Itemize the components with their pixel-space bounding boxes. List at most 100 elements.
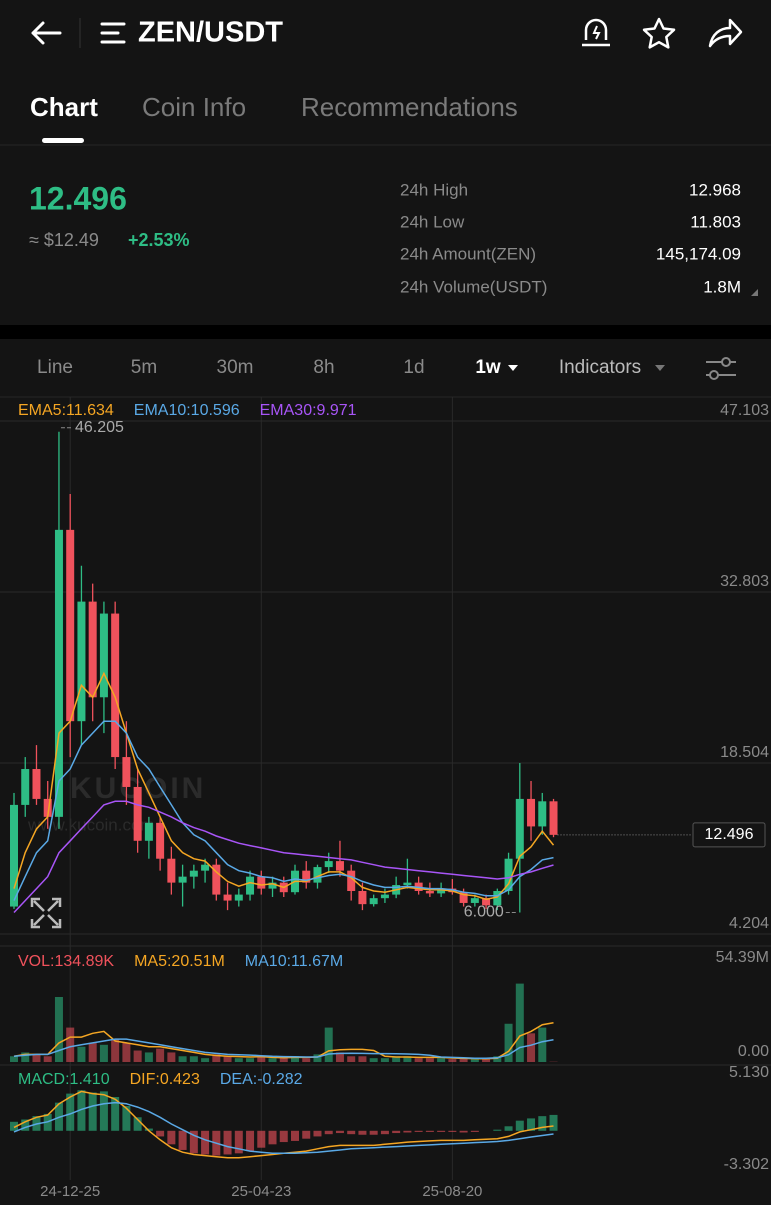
candle-body — [257, 877, 265, 889]
volume-bar — [179, 1056, 187, 1062]
candle-body — [134, 787, 142, 841]
change: +2.53% — [128, 230, 190, 250]
macd-bar — [280, 1131, 288, 1142]
y-tick-label: -3.302 — [724, 1156, 769, 1173]
volume-bar — [111, 1039, 119, 1062]
candle-body — [516, 799, 524, 859]
candle-body — [538, 801, 546, 826]
last-price: 12.496 — [29, 180, 127, 216]
macd-bar — [493, 1130, 501, 1131]
low-label: 6.000 — [464, 904, 504, 921]
macd-bar — [201, 1131, 209, 1155]
candle-body — [77, 602, 85, 722]
macd-bar — [516, 1121, 524, 1131]
candle-body — [179, 877, 187, 883]
legend-entry: EMA10:10.596 — [134, 402, 240, 419]
timeframe-selected[interactable]: 1w — [475, 357, 501, 378]
y-tick-label: 4.204 — [729, 915, 769, 932]
volume-bar — [44, 1056, 52, 1062]
y-tick-label: 54.39M — [716, 949, 769, 966]
macd-bar — [257, 1131, 265, 1148]
timeframe[interactable]: 1d — [403, 357, 424, 378]
candle-body — [224, 895, 232, 901]
macd-bar — [336, 1131, 344, 1133]
volume-bar — [381, 1058, 389, 1062]
timeframe[interactable]: Line — [37, 357, 73, 378]
volume-bar — [347, 1056, 355, 1062]
candle-body — [381, 895, 389, 899]
candle-body — [10, 805, 18, 907]
high-label: 46.205 — [75, 419, 124, 436]
tab[interactable]: Chart — [30, 92, 98, 122]
indicators-button[interactable]: Indicators — [559, 357, 641, 378]
volume-bar — [32, 1054, 40, 1062]
candle-body — [156, 823, 164, 859]
macd-bar — [89, 1092, 97, 1130]
timeframe[interactable]: 8h — [313, 357, 334, 378]
candle-body — [100, 614, 108, 698]
y-tick-label: 5.130 — [729, 1064, 769, 1081]
volume-bar — [302, 1058, 310, 1062]
candle-body — [122, 757, 130, 787]
volume-bar — [415, 1058, 423, 1062]
volume-bar — [134, 1051, 142, 1062]
legend-entry: MACD:1.410 — [18, 1071, 110, 1088]
volume-bar — [156, 1049, 164, 1062]
macd-bar — [156, 1131, 164, 1137]
volume-bar — [527, 1033, 535, 1062]
candle-body — [426, 891, 434, 893]
candle-body — [21, 769, 29, 805]
macd-bar — [381, 1131, 389, 1134]
macd-bar — [460, 1131, 468, 1133]
legend-entry: DIF:0.423 — [130, 1071, 200, 1088]
macd-bar — [426, 1131, 434, 1132]
y-tick-label: 18.504 — [720, 744, 769, 761]
volume-bar — [437, 1058, 445, 1062]
tab[interactable]: Recommendations — [301, 92, 518, 122]
legend-entry: EMA30:9.971 — [260, 402, 357, 419]
macd-bar — [370, 1131, 378, 1135]
fiat-price: ≈ $12.49 — [29, 230, 99, 250]
volume-bar — [10, 1056, 18, 1062]
candle-body — [246, 877, 254, 895]
pair-title[interactable]: ZEN/USDT — [138, 17, 283, 49]
candle-body — [527, 799, 535, 827]
volume-bar — [145, 1052, 153, 1062]
candle-body — [235, 895, 243, 901]
volume-bar — [538, 1028, 546, 1062]
stat-label: 24h Amount(ZEN) — [400, 244, 536, 263]
volume-bar — [77, 1047, 85, 1062]
tab[interactable]: Coin Info — [142, 92, 246, 122]
y-tick-label: 47.103 — [720, 402, 769, 419]
volume-bar — [190, 1056, 198, 1062]
volume-bar — [482, 1059, 490, 1062]
macd-bar — [550, 1115, 558, 1131]
candle-body — [550, 801, 558, 835]
macd-bar — [358, 1131, 366, 1135]
macd-bar — [100, 1091, 108, 1130]
timeframe[interactable]: 30m — [217, 357, 254, 378]
volume-bar — [122, 1043, 130, 1062]
legend-entry: MA10:11.67M — [245, 953, 343, 970]
volume-bar — [269, 1058, 277, 1062]
macd-bar — [415, 1131, 423, 1132]
stat-label: 24h Low — [400, 212, 465, 231]
candle-body — [403, 883, 411, 885]
macd-bar — [122, 1106, 130, 1131]
macd-bar — [505, 1126, 513, 1131]
volume-bar — [370, 1058, 378, 1062]
timeframe[interactable]: 5m — [131, 357, 157, 378]
legend-entry: DEA:-0.282 — [220, 1071, 303, 1088]
legend-entry: MA5:20.51M — [134, 953, 225, 970]
candle-body — [370, 898, 378, 904]
candle-body — [471, 898, 479, 903]
volume-bar — [471, 1059, 479, 1062]
macd-bar — [179, 1131, 187, 1150]
macd-bar — [246, 1131, 254, 1151]
y-tick-label: 0.00 — [738, 1043, 769, 1060]
volume-bar — [167, 1052, 175, 1062]
legend-entry: EMA5:11.634 — [18, 402, 114, 419]
volume-bar — [66, 1028, 74, 1062]
volume-bar — [89, 1043, 97, 1062]
